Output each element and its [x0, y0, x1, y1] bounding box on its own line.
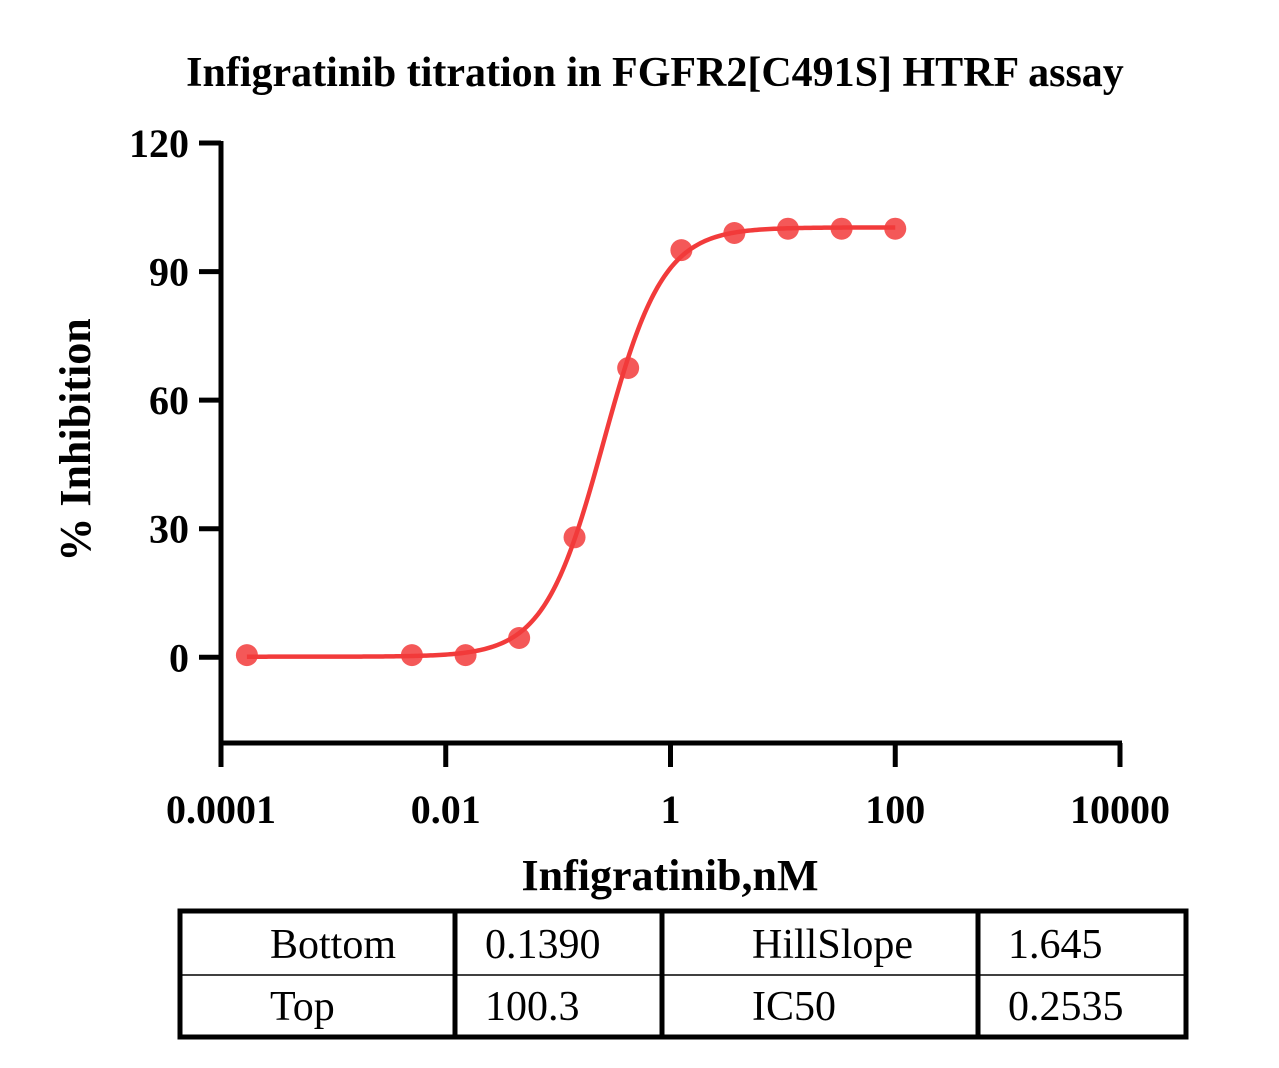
data-point	[617, 357, 640, 379]
y-tick-label: 60	[149, 378, 189, 423]
table-cell: 100.3	[485, 984, 580, 1030]
table-border	[177, 908, 1189, 1040]
table-cell: 0.2535	[1008, 984, 1124, 1030]
y-tick-label: 30	[149, 507, 189, 552]
x-axis-label: Infigratinib,nM	[521, 851, 818, 900]
table-cell: IC50	[752, 984, 836, 1030]
y-tick-label: 120	[129, 121, 189, 166]
data-point	[884, 217, 907, 240]
data-point	[508, 627, 531, 649]
x-tick-label: 10000	[1070, 787, 1170, 832]
x-tick-label: 0.01	[411, 787, 481, 832]
chart-title: Infigratinib titration in FGFR2[C491S] H…	[186, 50, 1124, 96]
data-point	[670, 239, 693, 262]
table-cell: Top	[270, 984, 335, 1030]
x-tick-label: 0.0001	[166, 787, 276, 832]
data-point	[723, 222, 746, 244]
y-tick-label: 90	[149, 250, 189, 295]
fit-curve	[246, 225, 896, 659]
data-point	[454, 644, 477, 667]
data-point	[400, 644, 423, 667]
table-cell: HillSlope	[752, 922, 913, 968]
data-point	[830, 217, 853, 240]
x-tick-label: 100	[865, 787, 925, 832]
data-points	[235, 217, 907, 667]
data-point	[563, 526, 586, 549]
data-point	[235, 644, 258, 667]
y-axis-label: % Inhibition	[51, 318, 100, 561]
x-axis: 0.0001 0.01 1 100 10000	[166, 740, 1170, 832]
table-cell: Bottom	[270, 922, 396, 968]
parameter-table: Bottom 0.1390 HillSlope 1.645 Top 100.3 IC50 0.…	[177, 908, 1189, 1040]
y-tick-label: 0	[169, 635, 189, 680]
data-point	[776, 217, 799, 240]
x-tick-label: 1	[661, 787, 681, 832]
table-cell: 0.1390	[485, 922, 601, 968]
table-cell: 1.645	[1008, 922, 1103, 968]
y-axis: 0 30 60 90 120	[129, 121, 224, 745]
